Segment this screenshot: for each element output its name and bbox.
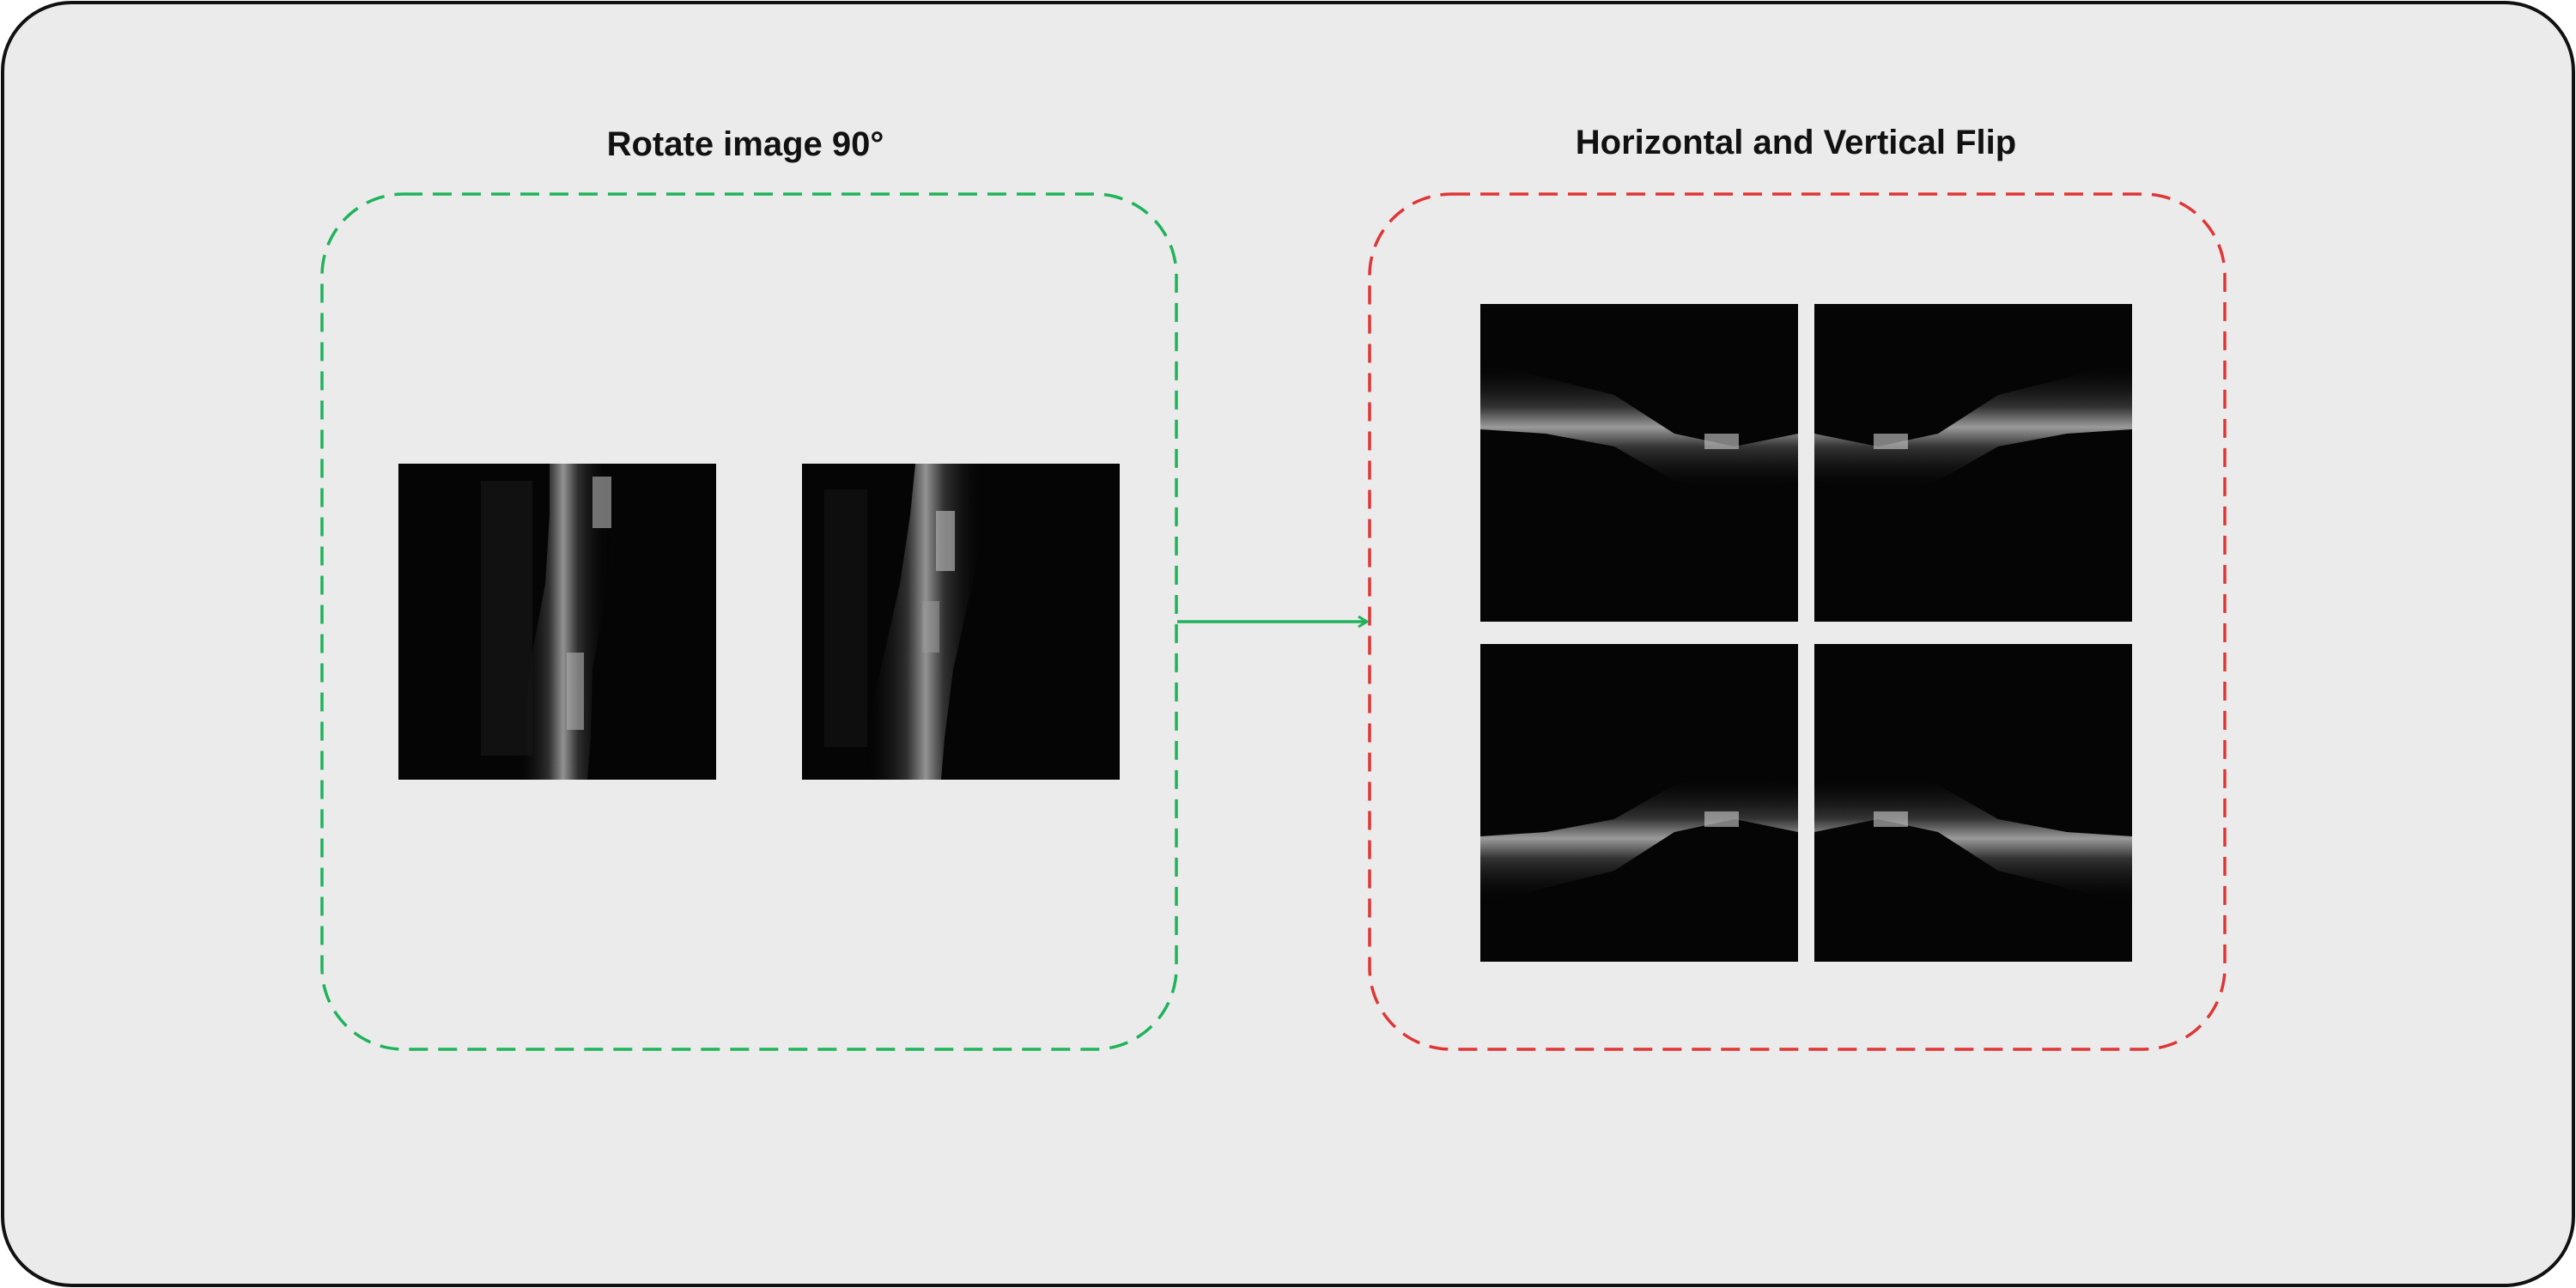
rotated-image xyxy=(802,464,1120,780)
flip-group-box xyxy=(1368,192,2227,1051)
rotate-group-box xyxy=(320,192,1178,1051)
horizontal-flip-image xyxy=(1814,304,2132,622)
original-image xyxy=(398,464,716,780)
flip-section-title: Horizontal and Vertical Flip xyxy=(1575,124,2017,161)
horizontal-and-vertical-flip-image xyxy=(1814,644,2132,962)
original-image xyxy=(1480,304,1798,622)
rotate-section-title: Rotate image 90° xyxy=(606,125,884,163)
vertical-flip-image xyxy=(1480,644,1798,962)
